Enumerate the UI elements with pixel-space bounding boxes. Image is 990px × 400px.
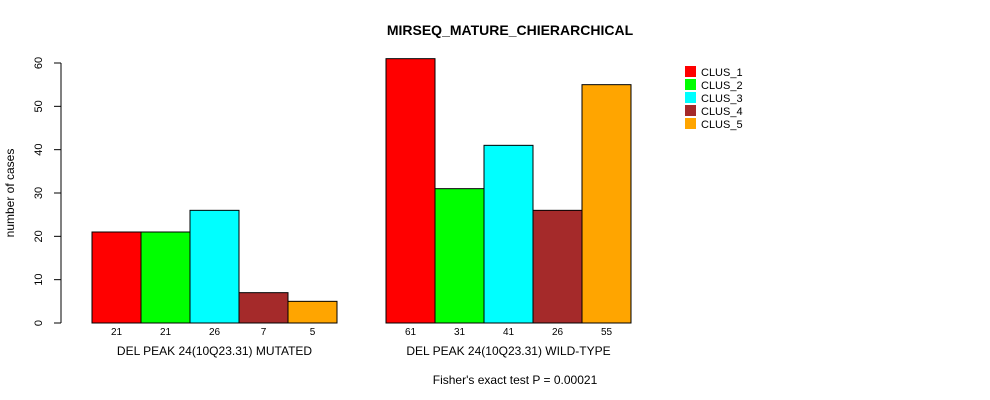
y-axis-label: number of cases xyxy=(3,149,17,238)
y-tick-label: 60 xyxy=(33,57,45,69)
y-tick-label: 10 xyxy=(33,274,45,286)
bar-count-label: 21 xyxy=(111,327,123,338)
fisher-test-footnote: Fisher's exact test P = 0.00021 xyxy=(433,373,598,387)
bar-count-label: 7 xyxy=(261,327,267,338)
y-tick-label: 20 xyxy=(33,230,45,242)
legend-label: CLUS_1 xyxy=(701,67,743,79)
bar-clus_3-group-2 xyxy=(483,144,534,324)
legend-swatch xyxy=(685,66,696,77)
bar-clus_4-group-1 xyxy=(238,292,289,324)
y-tick-label: 50 xyxy=(33,100,45,112)
bars-group xyxy=(91,58,632,324)
y-axis: 0 10 20 30 40 50 60 xyxy=(33,57,62,326)
legend-swatch xyxy=(685,92,696,103)
y-tick-label: 30 xyxy=(33,187,45,199)
y-tick-label: 40 xyxy=(33,144,45,156)
bar-count-label: 21 xyxy=(160,327,172,338)
bar-count-label: 31 xyxy=(454,327,466,338)
legend-label: CLUS_3 xyxy=(701,93,743,105)
bar-clus_1-group-2 xyxy=(385,58,436,324)
legend-label: CLUS_2 xyxy=(701,80,743,92)
legend-label: CLUS_4 xyxy=(701,106,743,118)
legend-swatch xyxy=(685,118,696,129)
bar-count-label: 55 xyxy=(601,327,613,338)
bar-clus_1-group-1 xyxy=(91,231,142,324)
bar-clus_3-group-1 xyxy=(189,209,240,324)
group-label: DEL PEAK 24(10Q23.31) MUTATED xyxy=(117,344,313,358)
count-labels: 21 21 26 7 5 61 31 41 26 55 xyxy=(111,327,613,338)
bar-count-label: 5 xyxy=(310,327,316,338)
chart-title: MIRSEQ_MATURE_CHIERARCHICAL xyxy=(387,22,634,38)
legend-label: CLUS_5 xyxy=(701,119,743,131)
y-tick-label: 0 xyxy=(33,320,45,326)
legend-swatch xyxy=(685,105,696,116)
group-labels: DEL PEAK 24(10Q23.31) MUTATED DEL PEAK 24… xyxy=(117,344,611,358)
legend-swatch xyxy=(685,79,696,90)
group-label: DEL PEAK 24(10Q23.31) WILD-TYPE xyxy=(406,344,610,358)
bar-count-label: 26 xyxy=(552,327,564,338)
bar-count-label: 26 xyxy=(209,327,221,338)
bar-count-label: 41 xyxy=(503,327,515,338)
bar-clus_5-group-2 xyxy=(581,84,632,324)
bar-clus_2-group-2 xyxy=(434,188,485,324)
bar-count-label: 61 xyxy=(405,327,417,338)
bar-clus_4-group-2 xyxy=(532,209,583,324)
bar-clus_2-group-1 xyxy=(140,231,191,324)
bar-clus_5-group-1 xyxy=(287,300,338,324)
